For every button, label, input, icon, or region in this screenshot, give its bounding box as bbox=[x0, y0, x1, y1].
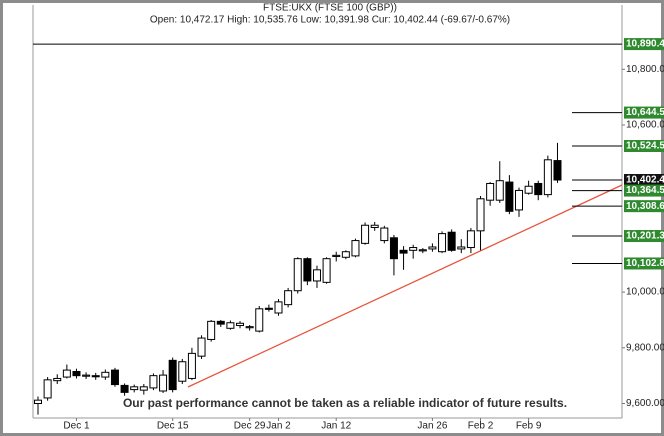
candle-body bbox=[515, 189, 523, 211]
x-tick-label: Feb 9 bbox=[516, 421, 542, 432]
level-label: 10,644.5 bbox=[626, 107, 664, 118]
disclaimer: Our past performance cannot be taken as … bbox=[123, 396, 567, 410]
candle-body bbox=[524, 185, 533, 194]
candle-body bbox=[82, 374, 91, 377]
level-label: 10,402.4 bbox=[626, 175, 664, 186]
candle-body bbox=[159, 374, 168, 392]
y-tick-label: 10,800.0 bbox=[626, 64, 664, 75]
x-tick-label: Jan 26 bbox=[417, 421, 447, 432]
candle-body bbox=[168, 359, 177, 391]
candle-body bbox=[370, 224, 379, 228]
level-label: 10,102.8 bbox=[626, 258, 664, 269]
candle-body bbox=[178, 361, 187, 382]
candle-body bbox=[187, 352, 196, 379]
candle-body bbox=[438, 233, 447, 253]
candle-body bbox=[543, 159, 552, 196]
candle-body bbox=[380, 227, 389, 242]
candle-body bbox=[447, 231, 456, 251]
candle-body bbox=[505, 181, 514, 212]
candle-body bbox=[130, 386, 139, 391]
candle-body bbox=[476, 198, 485, 232]
candle-body bbox=[245, 326, 254, 329]
candle-body bbox=[486, 182, 495, 201]
candle-body bbox=[293, 258, 302, 292]
y-tick-label: 10,000.0 bbox=[626, 287, 664, 298]
candle-body bbox=[312, 269, 321, 282]
candle-body bbox=[409, 247, 418, 251]
y-tick-label: 10,600.0 bbox=[626, 120, 664, 131]
candle-body bbox=[274, 301, 283, 314]
level-label-box bbox=[624, 230, 664, 243]
candle-body bbox=[418, 249, 427, 252]
candle-body bbox=[62, 369, 71, 378]
candle-body bbox=[110, 369, 119, 386]
candle-body bbox=[534, 182, 543, 196]
x-tick-label: Jan 12 bbox=[321, 421, 351, 432]
candle-body bbox=[428, 246, 437, 250]
candle-body bbox=[91, 375, 100, 378]
chart-title: FTSE:UKX (FTSE 100 (GBP)) bbox=[263, 3, 397, 14]
x-tick-label: Dec 1 bbox=[63, 421, 90, 432]
y-tick-label: 9,600.00 bbox=[626, 398, 664, 409]
candle-body bbox=[351, 240, 360, 257]
candle-body bbox=[495, 180, 504, 201]
candle-body bbox=[322, 258, 331, 283]
candle-body bbox=[389, 237, 398, 260]
x-tick-label: Dec 29 bbox=[234, 421, 266, 432]
chart-subtitle: Open: 10,472.17 High: 10,535.76 Low: 10,… bbox=[150, 15, 510, 26]
level-label: 10,890.4 bbox=[626, 39, 664, 50]
level-label-box bbox=[624, 200, 664, 213]
level-label-box bbox=[624, 257, 664, 270]
candle-body bbox=[139, 386, 148, 391]
candle-body bbox=[216, 320, 225, 325]
candle-body bbox=[34, 399, 42, 405]
candle-body bbox=[466, 230, 475, 249]
candle-body bbox=[361, 224, 370, 244]
candle-body bbox=[255, 308, 264, 332]
level-label-box bbox=[624, 38, 664, 51]
x-tick-label: Feb 2 bbox=[468, 421, 494, 432]
background bbox=[3, 3, 661, 433]
candle-body bbox=[236, 322, 245, 327]
candle-body bbox=[399, 249, 408, 254]
candle-body bbox=[43, 379, 52, 399]
candle-body bbox=[226, 322, 235, 329]
level-label-box bbox=[624, 174, 664, 187]
trend-line bbox=[187, 184, 623, 388]
x-tick-label: Jan 2 bbox=[266, 421, 291, 432]
level-label-box bbox=[624, 184, 664, 197]
candle-body bbox=[332, 254, 341, 257]
level-label-box bbox=[624, 140, 664, 153]
candle-body bbox=[341, 251, 350, 258]
candle-body bbox=[264, 307, 273, 310]
candle-body bbox=[207, 320, 216, 340]
level-label: 10,364.5 bbox=[626, 185, 664, 196]
y-tick-label: 9,800.00 bbox=[626, 342, 664, 353]
level-label: 10,308.6 bbox=[626, 201, 664, 212]
level-label-box bbox=[624, 106, 664, 119]
x-tick-label: Dec 15 bbox=[157, 421, 189, 432]
level-label: 10,524.5 bbox=[626, 141, 664, 152]
candle-body bbox=[72, 370, 81, 377]
candle-body bbox=[553, 160, 562, 181]
candle-body bbox=[53, 377, 62, 382]
candle-body bbox=[457, 246, 466, 250]
candle-body bbox=[197, 337, 206, 357]
candle-body bbox=[120, 384, 129, 393]
candle-body bbox=[303, 258, 312, 282]
candle-body bbox=[101, 371, 110, 378]
candle-body bbox=[149, 375, 158, 389]
candle-body bbox=[284, 290, 293, 306]
level-label: 10,201.3 bbox=[626, 231, 664, 242]
